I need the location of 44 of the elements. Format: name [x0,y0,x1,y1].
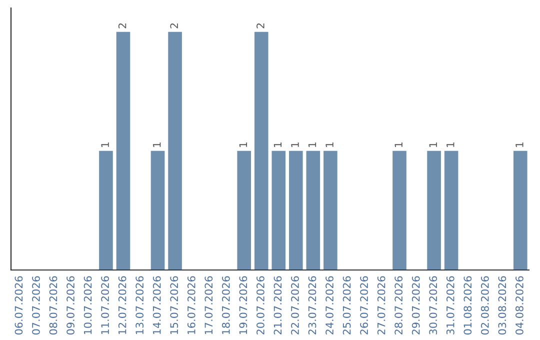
x-tick-label: 18.07.2026 [222,276,230,334]
x-tick-label: 02.08.2026 [480,276,489,335]
x-tick-label: 06.07.2026 [14,276,23,335]
x-tick-label: 24.07.2026 [326,276,334,334]
x-tick-label: 27.07.2026 [377,276,386,334]
data-label: 1 [239,142,247,147]
x-tick-label: 31.07.2026 [446,276,454,334]
x-tick-label: 07.07.2026 [32,276,40,335]
data-label: 1 [429,142,437,147]
x-tick-label: 17.07.2026 [204,276,213,334]
data-label: 1 [291,142,299,147]
x-tick-label: 10.07.2026 [84,276,92,334]
x-tick-label: 25.07.2026 [342,276,351,334]
x-tick-label: 13.07.2026 [136,276,144,334]
data-label: 1 [308,142,316,147]
x-tick-label: 29.07.2026 [412,276,420,334]
x-tick-label: 04.08.2026 [516,276,524,335]
x-tick-label: 20.07.2026 [256,276,264,334]
x-tick-label: 16.07.2026 [187,276,196,334]
x-tick-label: 15.07.2026 [170,276,178,334]
data-label: 1 [516,142,524,147]
x-tick-label: 08.07.2026 [49,276,58,335]
data-label: 1 [394,142,402,147]
x-tick-label: 09.07.2026 [66,276,74,335]
data-label: 1 [153,142,161,147]
data-label: 2 [118,23,126,28]
x-tick-label: 21.07.2026 [274,276,282,334]
x-tick-label: 28.07.2026 [394,276,403,334]
data-label: 2 [170,23,178,28]
x-tick-label: 01.08.2026 [464,276,472,335]
x-tick-label: 12.07.2026 [118,276,126,334]
x-tick-label: 14.07.2026 [152,276,161,334]
x-tick-label: 19.07.2026 [239,276,248,334]
x-tick-label: 30.07.2026 [429,276,438,334]
x-tick-label: 11.07.2026 [101,276,109,334]
x-tick-label: 22.07.2026 [291,276,299,334]
x-tick-label: 26.07.2026 [360,276,368,334]
data-label: 1 [446,142,454,147]
data-label: 2 [256,23,264,28]
x-tick-label: 23.07.2026 [308,276,316,334]
x-tick-label: 03.08.2026 [498,276,506,335]
data-label: 1 [101,142,109,147]
data-label: 1 [326,142,334,147]
data-label: 1 [274,142,282,147]
